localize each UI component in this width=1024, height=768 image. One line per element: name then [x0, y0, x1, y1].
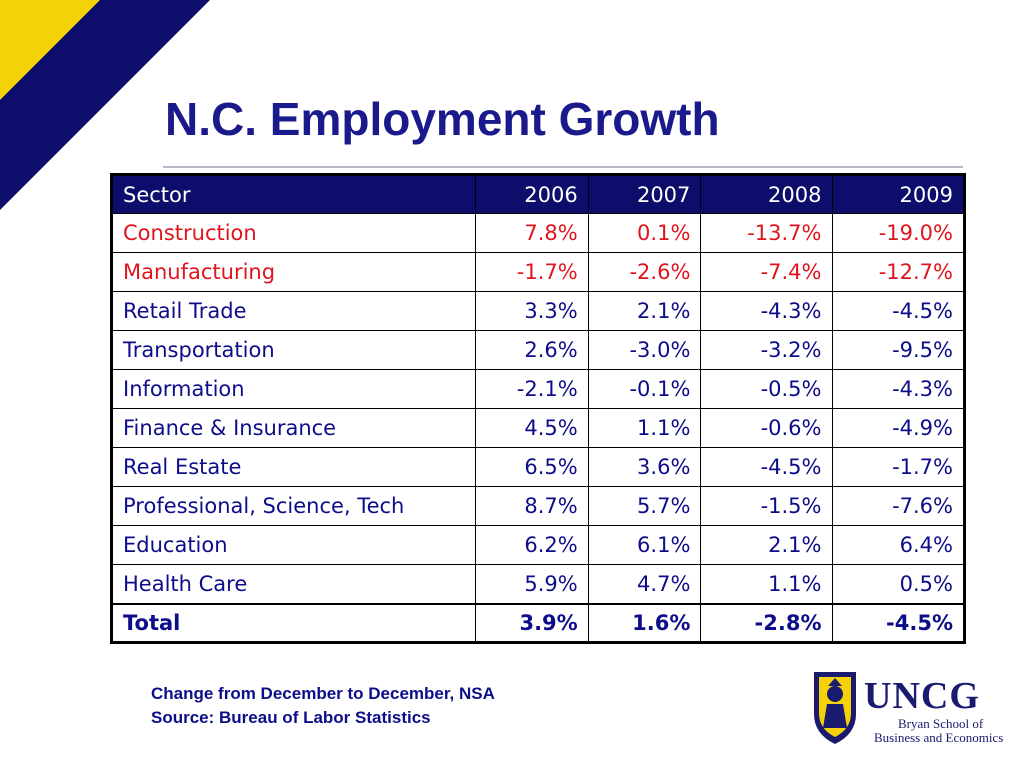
value-cell-2006: -2.1% [475, 369, 589, 409]
value-cell-2007: 2.1% [587, 291, 702, 331]
header-2009: 2009 [831, 174, 965, 214]
slide-title: N.C. Employment Growth [165, 93, 720, 145]
value-cell-2006: 5.9% [475, 564, 589, 604]
value-cell-2008: -3.2% [700, 330, 833, 370]
value-cell-2006: 3.3% [475, 291, 589, 331]
value-cell-2008: -7.4% [700, 252, 833, 292]
sector-cell: Finance & Insurance [111, 408, 476, 448]
logo-wordmark: UNCG [864, 675, 980, 717]
footnote-change-basis: Change from December to December, NSA [151, 684, 495, 703]
table-row: Real Estate 6.5% 3.6% -4.5% -1.7% [111, 447, 965, 487]
value-cell-2007: 1.1% [587, 408, 702, 448]
value-cell-2006: 2.6% [475, 330, 589, 370]
value-cell-2009: -9.5% [831, 330, 965, 370]
value-cell-2007: 5.7% [587, 486, 702, 526]
sector-cell: Professional, Science, Tech [111, 486, 476, 526]
value-cell-2008: -4.5% [700, 447, 833, 487]
value-cell-2007: 1.6% [587, 603, 702, 643]
value-cell-2008: -0.5% [700, 369, 833, 409]
value-cell-2009: -4.9% [831, 408, 965, 448]
header-2006: 2006 [475, 174, 589, 214]
table-row: Construction 7.8% 0.1% -13.7% -19.0% [111, 213, 965, 253]
sector-cell: Health Care [111, 564, 476, 604]
sector-cell: Education [111, 525, 476, 565]
sector-cell: Transportation [111, 330, 476, 370]
value-cell-2008: -1.5% [700, 486, 833, 526]
employment-growth-table: Sector 2006 2007 2008 2009 Construction 7… [110, 173, 966, 644]
value-cell-2008: 1.1% [700, 564, 833, 604]
value-cell-2009: -1.7% [831, 447, 965, 487]
table-row: Manufacturing -1.7% -2.6% -7.4% -12.7% [111, 252, 965, 292]
value-cell-2007: 6.1% [587, 525, 702, 565]
value-cell-2007: 3.6% [587, 447, 702, 487]
value-cell-2006: 6.5% [475, 447, 589, 487]
sector-cell: Construction [111, 213, 476, 253]
sector-cell: Manufacturing [111, 252, 476, 292]
logo-subtitle-line1: Bryan School of [898, 716, 984, 731]
value-cell-2006: -1.7% [475, 252, 589, 292]
table-body: Construction 7.8% 0.1% -13.7% -19.0% Manufact… [111, 213, 965, 643]
corner-yellow-band [0, 0, 100, 100]
value-cell-2008: 2.1% [700, 525, 833, 565]
value-cell-2009: 6.4% [831, 525, 965, 565]
value-cell-2009: -7.6% [831, 486, 965, 526]
header-2008: 2008 [700, 174, 833, 214]
table-row: Retail Trade 3.3% 2.1% -4.3% -4.5% [111, 291, 965, 331]
table-row: Transportation 2.6% -3.0% -3.2% -9.5% [111, 330, 965, 370]
value-cell-2008: -4.3% [700, 291, 833, 331]
sector-cell: Retail Trade [111, 291, 476, 331]
value-cell-2009: -4.5% [831, 603, 965, 643]
value-cell-2007: 0.1% [587, 213, 702, 253]
value-cell-2006: 4.5% [475, 408, 589, 448]
header-sector: Sector [111, 174, 476, 214]
table-row: Professional, Science, Tech 8.7% 5.7% -1.5%… [111, 486, 965, 526]
table-row: Finance & Insurance 4.5% 1.1% -0.6% -4.9% [111, 408, 965, 448]
value-cell-2006: 6.2% [475, 525, 589, 565]
table-row: Information -2.1% -0.1% -0.5% -4.3% [111, 369, 965, 409]
sector-cell: Real Estate [111, 447, 476, 487]
value-cell-2009: -4.5% [831, 291, 965, 331]
value-cell-2007: -0.1% [587, 369, 702, 409]
value-cell-2006: 3.9% [475, 603, 589, 643]
spartan-mascot-icon [814, 672, 856, 744]
value-cell-2006: 7.8% [475, 213, 589, 253]
value-cell-2009: -4.3% [831, 369, 965, 409]
header-2007: 2007 [587, 174, 702, 214]
footnote-source: Source: Bureau of Labor Statistics [151, 708, 431, 727]
table-row-total: Total 3.9% 1.6% -2.8% -4.5% [111, 603, 965, 643]
title-divider [163, 166, 963, 168]
uncg-logo: UNCG Bryan School of Business and Econom… [808, 670, 1004, 748]
table-row: Health Care 5.9% 4.7% 1.1% 0.5% [111, 564, 965, 604]
sector-cell: Total [111, 603, 476, 643]
value-cell-2007: -3.0% [587, 330, 702, 370]
value-cell-2009: -19.0% [831, 213, 965, 253]
value-cell-2008: -2.8% [700, 603, 833, 643]
value-cell-2009: 0.5% [831, 564, 965, 604]
sector-cell: Information [111, 369, 476, 409]
table-row: Education 6.2% 6.1% 2.1% 6.4% [111, 525, 965, 565]
value-cell-2007: 4.7% [587, 564, 702, 604]
value-cell-2008: -13.7% [700, 213, 833, 253]
value-cell-2007: -2.6% [587, 252, 702, 292]
value-cell-2006: 8.7% [475, 486, 589, 526]
value-cell-2008: -0.6% [700, 408, 833, 448]
corner-decoration [0, 0, 210, 210]
table-header-row: Sector 2006 2007 2008 2009 [111, 174, 965, 214]
value-cell-2009: -12.7% [831, 252, 965, 292]
logo-subtitle-line2: Business and Economics [874, 730, 1004, 745]
corner-navy-band [0, 0, 210, 210]
